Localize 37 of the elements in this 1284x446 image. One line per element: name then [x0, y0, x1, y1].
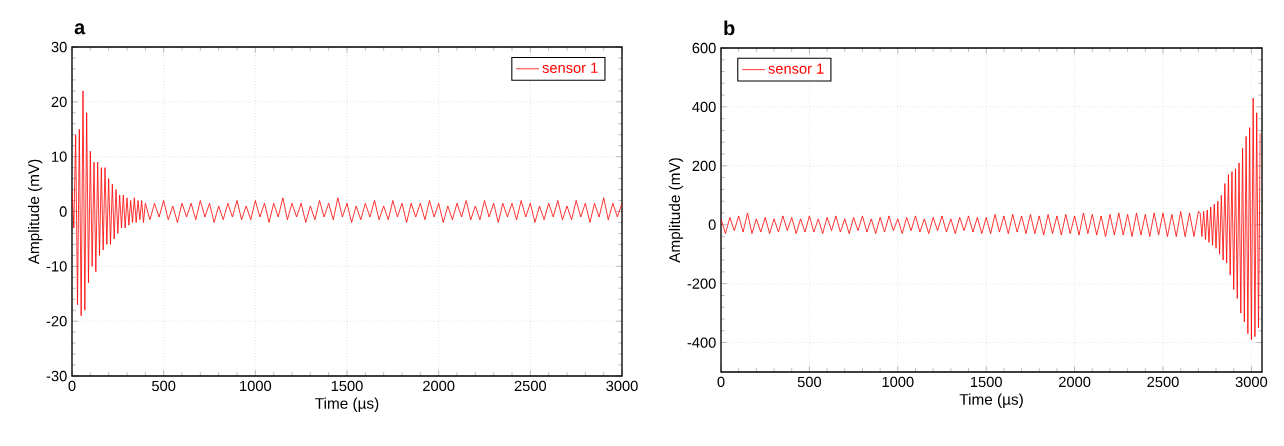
y-axis-title: Amplitude (mV) [27, 159, 43, 265]
y-tick-label: 0 [59, 206, 67, 217]
x-tick-label: 1500 [331, 380, 363, 392]
y-tick-label: 10 [52, 151, 67, 162]
x-tick-label: 1500 [971, 376, 1002, 388]
legend-label: sensor 1 [542, 62, 598, 73]
y-tick-label: 0 [708, 219, 716, 230]
x-axis-title: Time (µs) [315, 397, 379, 412]
x-tick-label: 2500 [1147, 376, 1179, 388]
x-tick-label: 2500 [514, 380, 547, 392]
x-tick-label: 500 [152, 380, 176, 392]
y-tick-label: 200 [692, 160, 716, 172]
line-series [721, 97, 1261, 341]
y-tick-label: 30 [51, 41, 67, 53]
x-tick-label: 500 [797, 376, 822, 388]
x-tick-label: 0 [717, 376, 725, 388]
y-tick-label: 400 [692, 101, 716, 113]
y-tick-label: 600 [692, 42, 716, 54]
y-tick-label: -10 [46, 261, 67, 272]
x-tick-label: 3000 [1235, 376, 1268, 388]
y-tick-label: -200 [687, 278, 716, 289]
line-series [72, 90, 623, 317]
chart-title: a [74, 23, 86, 35]
x-tick-label: 3000 [606, 380, 638, 392]
y-tick-label: -20 [46, 316, 67, 327]
x-tick-label: 1000 [882, 376, 914, 388]
y-tick-label: -30 [46, 370, 67, 382]
x-axis-title: Time (µs) [959, 393, 1023, 408]
x-tick-label: 0 [68, 380, 76, 392]
y-tick-label: -400 [687, 337, 716, 348]
y-tick-label: 20 [51, 96, 67, 108]
chart-title: b [724, 20, 735, 36]
y-axis-title: Amplitude (mV) [668, 158, 684, 263]
x-tick-label: 1000 [240, 380, 272, 392]
x-tick-label: 2000 [1059, 376, 1091, 388]
legend-label: sensor 1 [768, 63, 824, 74]
x-tick-label: 2000 [423, 380, 455, 392]
